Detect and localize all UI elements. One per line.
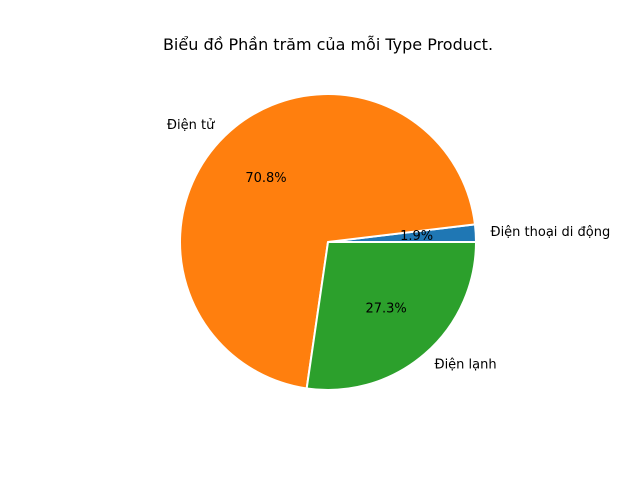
pct-label-dien-lanh: 27.3%: [365, 302, 406, 317]
slice-label-dien-tu: Điện tử: [167, 118, 215, 133]
pie-labels: Điện thoại di động 1.9% Điện tử 70.8% Điện l…: [167, 118, 610, 373]
pie-slices: [179, 93, 477, 391]
slice-label-dien-lanh: Điện lạnh: [435, 358, 497, 373]
pct-label-dien-thoai-di-dong: 1.9%: [400, 229, 433, 244]
pct-label-dien-tu: 70.8%: [245, 171, 286, 186]
slice-label-dien-thoai-di-dong: Điện thoại di động: [491, 225, 611, 240]
pie-slice-dien-lanh: [305, 241, 477, 391]
chart-title: Biểu đồ Phần trăm của mỗi Type Product.: [163, 35, 493, 54]
